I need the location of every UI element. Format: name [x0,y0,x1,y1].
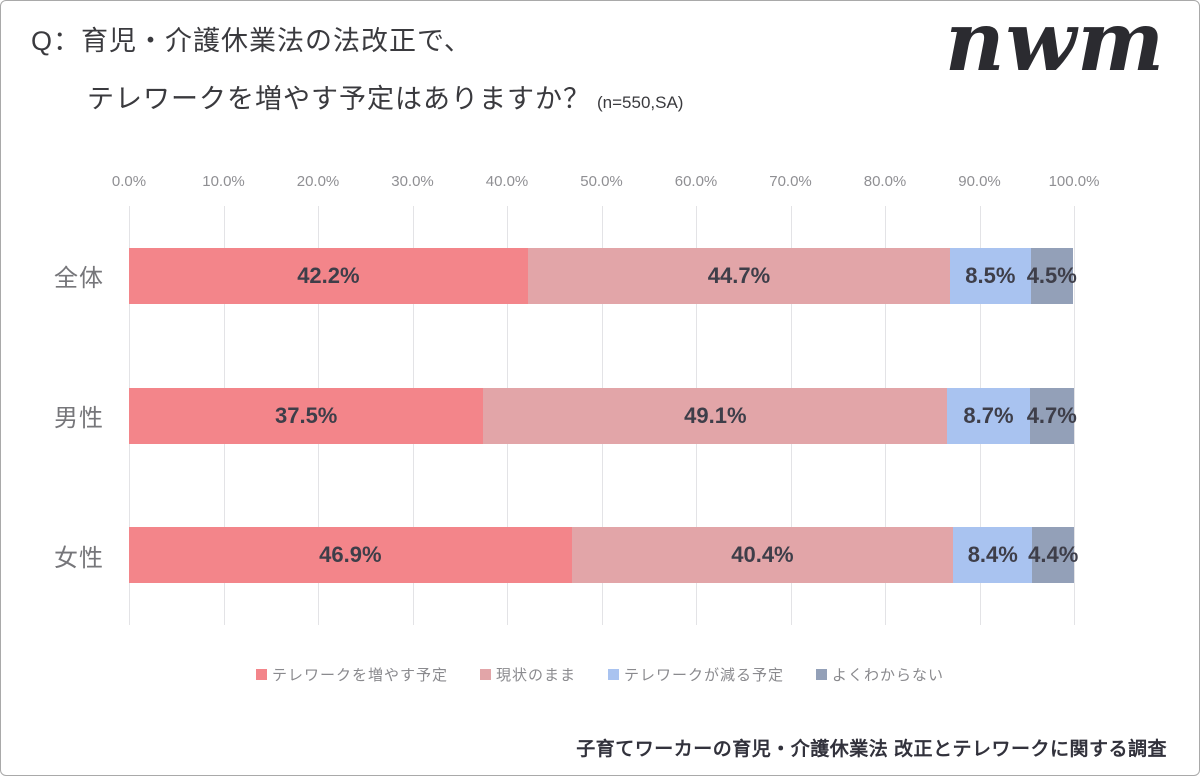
x-axis-tick: 0.0% [111,173,147,190]
bar-value-label: 8.4% [967,542,1018,568]
source-caption: 子育てワーカーの育児・介護休業法 改正とテレワークに関する調査 [576,739,1167,760]
bar-value-label: 8.5% [965,262,1016,288]
bar-value-label: 44.7% [707,262,771,288]
bar-segment: 46.9% [129,527,572,584]
x-axis-tick: 60.0% [674,173,718,190]
bar-segment: 8.4% [953,527,1033,584]
page-title-line2-text: テレワークを増やす予定はありますか？ [87,84,591,114]
legend-label: テレワークを増やす予定 [271,667,448,684]
category-label: 女性 [54,544,104,572]
bar-value-label: 42.2% [297,262,360,288]
page-title-line2: テレワークを増やす予定はありますか？ (n=550,SA) [87,77,683,116]
gridline [1074,206,1075,625]
bar-segment: 42.2% [129,247,528,304]
bar-row: 37.5% 49.1% 8.7% 4.7% [129,387,1077,444]
stacked-bar-chart: 0.0% 10.0% 20.0% 30.0% 40.0% 50.0% 60.0% 70.0% 8… [54,173,1099,625]
x-axis-tick: 40.0% [485,173,529,190]
x-axis-tick: 20.0% [296,173,340,190]
legend-item: テレワークを増やす予定 [255,664,448,685]
legend-item: よくわからない [816,664,944,685]
legend-label: よくわからない [832,667,945,684]
x-axis-tick: 90.0% [958,173,1001,190]
x-axis-tick: 50.0% [580,173,623,190]
bar-segment: 8.7% [947,387,1030,444]
bar-value-label: 4.7% [1026,402,1077,428]
legend-marker [479,669,491,680]
legend-marker [608,669,619,680]
bar-segment: 4.4% [1028,527,1078,584]
bar-row: 42.2% 44.7% 8.5% 4.5% [129,247,1077,304]
legend-marker [816,669,828,680]
bar-value-label: 46.9% [319,542,382,568]
x-axis-tick: 30.0% [391,173,434,190]
x-axis-tick: 70.0% [769,173,812,190]
x-axis-tick: 100.0% [1048,173,1100,190]
legend-label: 現状のまま [495,667,576,684]
x-axis: 0.0% 10.0% 20.0% 30.0% 40.0% 50.0% 60.0% 70.0% 8… [112,173,1100,193]
bar-value-label: 49.1% [684,402,747,428]
bar-segment: 4.5% [1027,247,1077,304]
legend-item: テレワークが減る予定 [608,664,784,685]
nwm-logo: nwm [945,0,1165,90]
bar-segment: 4.7% [1026,387,1077,444]
bar-segment: 44.7% [527,247,951,304]
category-label: 男性 [54,404,104,432]
bar-value-label: 37.5% [274,402,338,428]
bar-value-label: 4.5% [1026,262,1077,288]
sample-size-note: (n=550,SA) [597,93,684,112]
legend-label: テレワークが減る予定 [624,667,785,684]
bar-value-label: 4.4% [1028,542,1079,568]
page-title-line1: Q：育児・介護休業法の法改正で、 [31,26,472,56]
x-axis-tick: 80.0% [863,173,907,190]
legend-item: 現状のまま [479,664,576,685]
plot-area: 全体 42.2% 44.7% 8.5% 4.5% 男性 37.5% 49.1% 8.7% 4.7%… [54,206,1078,625]
bar-row: 46.9% 40.4% 8.4% 4.4% [129,527,1078,584]
legend-marker [255,669,267,680]
bar-segment: 8.5% [950,247,1031,304]
bar-segment: 40.4% [571,527,954,584]
x-axis-tick: 10.0% [202,173,245,190]
bar-segment: 37.5% [129,387,484,444]
category-label: 全体 [54,265,104,293]
legend: テレワークを増やす予定 現状のまま テレワークが減る予定 よくわからない [1,664,1199,685]
bar-segment: 49.1% [483,387,948,444]
bar-value-label: 8.7% [963,402,1014,428]
bar-value-label: 40.4% [731,542,794,568]
